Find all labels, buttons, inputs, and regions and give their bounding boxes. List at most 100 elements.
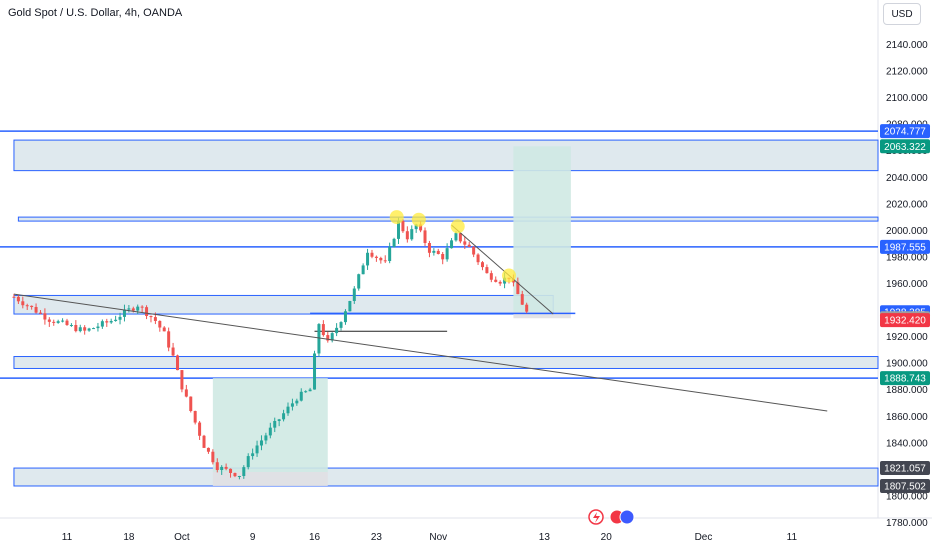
candle [317, 323, 321, 357]
candle [78, 324, 82, 333]
candle [69, 323, 73, 327]
price-badge [880, 239, 930, 254]
candle [122, 304, 126, 322]
candle-body [65, 320, 69, 326]
candle [162, 326, 166, 332]
y-tick-label: 1840.000 [886, 438, 928, 449]
candle-body [202, 435, 206, 448]
x-tick-label: 20 [601, 532, 613, 543]
x-tick-label: 11 [62, 532, 73, 543]
candle-body [189, 396, 193, 412]
candle-body [100, 321, 104, 327]
candle-body [401, 220, 405, 232]
candle-body [167, 331, 171, 348]
candle-body [264, 435, 268, 441]
candle-body [206, 447, 210, 452]
y-tick-label: 1900.000 [886, 359, 928, 370]
candle [92, 327, 96, 330]
peak-marker [502, 268, 516, 283]
candle-body [30, 305, 34, 308]
candle-body [69, 325, 73, 327]
candle [525, 302, 529, 314]
candle [114, 315, 118, 322]
candle [189, 396, 193, 413]
price-badge-label: 1932.420 [884, 316, 926, 327]
candle [38, 310, 42, 315]
peak-marker [450, 219, 465, 234]
symbol-title[interactable]: Gold Spot / U.S. Dollar, 4h, OANDA [8, 7, 183, 19]
candle [410, 225, 414, 241]
candle [65, 318, 69, 326]
candle [158, 320, 162, 332]
candle [180, 369, 184, 393]
price-badge-label: 1987.555 [884, 242, 926, 253]
candle [264, 432, 268, 445]
candle [220, 465, 224, 475]
candle [43, 308, 47, 325]
candle-body [290, 403, 294, 407]
candle [282, 409, 286, 422]
candle-body [96, 326, 100, 329]
candle [326, 331, 330, 343]
candle-body [299, 391, 303, 401]
y-tick-label: 1920.000 [886, 332, 928, 343]
candle [343, 309, 347, 325]
candle-body [52, 321, 56, 323]
candle [273, 417, 277, 433]
candle [198, 420, 202, 440]
candle [436, 248, 440, 255]
candle-body [370, 252, 374, 257]
stop-zone-box [212, 472, 328, 486]
candle-body [109, 321, 113, 323]
candle [16, 294, 20, 304]
candle-body [388, 246, 392, 262]
candle [184, 384, 188, 398]
candle-body [397, 220, 400, 239]
candle [206, 447, 210, 454]
candle [127, 305, 131, 313]
zone-rect [13, 294, 554, 315]
candle-body [450, 240, 454, 249]
y-tick-label: 2000.000 [886, 226, 928, 237]
candle-body [476, 254, 480, 263]
candle [445, 243, 449, 262]
candle [304, 390, 308, 393]
candle-body [454, 233, 458, 241]
candle [388, 242, 392, 264]
trend-line [451, 224, 554, 315]
candle-body [21, 301, 25, 306]
candle-body [304, 391, 308, 393]
peak-marker [389, 210, 404, 225]
candle-body [489, 273, 493, 280]
x-tick-label: Dec [695, 532, 713, 543]
candle [202, 434, 206, 448]
candle [61, 318, 65, 323]
candle-body [136, 306, 140, 311]
candle-body [419, 224, 423, 231]
price-badge [880, 478, 930, 493]
x-tick-label: 13 [539, 532, 551, 543]
candle-body [366, 252, 370, 266]
candle [520, 290, 524, 306]
candle [233, 472, 237, 478]
peak-marker [411, 212, 426, 227]
candle-body [467, 244, 471, 247]
candle [458, 232, 462, 244]
y-tick-label: 2020.000 [886, 199, 928, 210]
candle-body [494, 279, 498, 282]
y-tick-label: 1960.000 [886, 279, 928, 290]
candle [255, 440, 259, 457]
candle-body [105, 321, 109, 323]
candle [366, 248, 370, 270]
candle [330, 332, 334, 343]
price-badge-label: 1821.057 [884, 463, 926, 474]
candle-body [525, 304, 529, 312]
us-flag-icon [619, 509, 635, 525]
currency-selector[interactable]: USD [883, 3, 921, 25]
candle [489, 270, 493, 283]
candle-body [379, 257, 383, 261]
x-tick-label: 23 [371, 532, 383, 543]
price-badge [880, 124, 930, 139]
candle-body [330, 333, 334, 341]
